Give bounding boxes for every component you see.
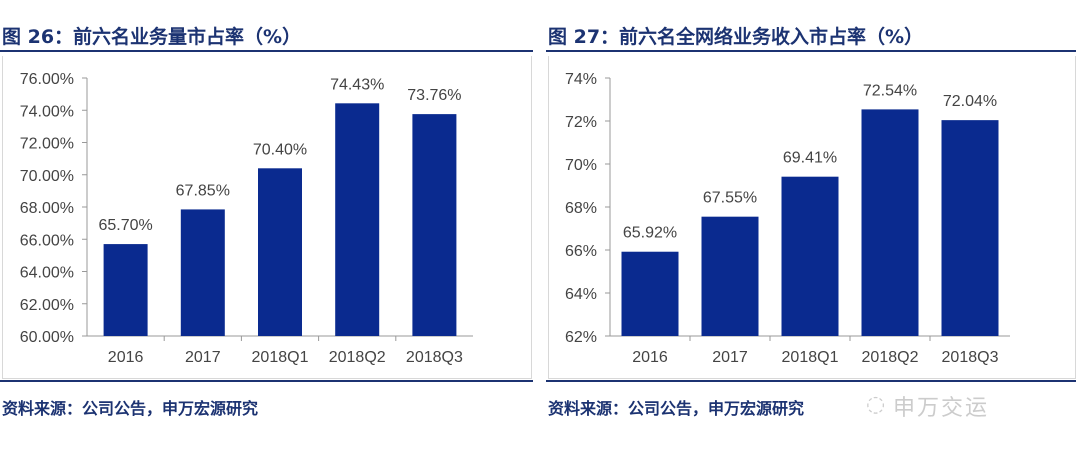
chart-frame-left — [2, 56, 532, 379]
chart-title-right: 图 27：前六名全网络业务收入市占率（%） — [548, 26, 924, 48]
wechat-icon: ◌ — [866, 392, 886, 417]
y-tick-label: 70% — [565, 157, 597, 174]
y-tick-label: 66% — [565, 243, 597, 260]
y-tick-label: 74% — [565, 71, 597, 88]
data-label: 67.85% — [176, 182, 230, 199]
chart-frame-right — [548, 56, 1076, 379]
bottom-rule-right — [546, 380, 1076, 382]
data-label: 65.92% — [623, 225, 677, 242]
y-tick-label: 60.00% — [20, 329, 74, 346]
x-tick-label: 2018Q2 — [862, 349, 919, 366]
y-tick-label: 72% — [565, 114, 597, 131]
y-tick-label: 72.00% — [20, 136, 74, 153]
x-tick-label: 2017 — [712, 349, 748, 366]
data-label: 67.55% — [703, 190, 757, 207]
source-right: 资料来源：公司公告，申万宏源研究 — [548, 399, 805, 418]
bar-2018Q3 — [941, 120, 999, 336]
data-label: 69.41% — [783, 150, 837, 167]
x-tick-label: 2018Q1 — [782, 349, 839, 366]
y-tick-label: 70.00% — [20, 168, 74, 185]
y-tick-label: 62% — [565, 329, 597, 346]
x-tick-label: 2018Q2 — [329, 349, 386, 366]
x-tick-label: 2016 — [632, 349, 668, 366]
source-left: 资料来源：公司公告，申万宏源研究 — [2, 399, 259, 418]
data-label: 74.43% — [330, 76, 384, 93]
chart-title-left: 图 26：前六名业务量市占率（%） — [2, 26, 302, 48]
y-tick-label: 64.00% — [20, 265, 74, 282]
y-tick-label: 64% — [565, 286, 597, 303]
watermark: 申万交运 — [893, 396, 990, 421]
x-tick-label: 2016 — [108, 349, 144, 366]
data-label: 73.76% — [407, 87, 461, 104]
y-tick-label: 62.00% — [20, 297, 74, 314]
bar-2018Q2 — [861, 109, 919, 336]
bar-2016 — [103, 244, 148, 336]
bar-2018Q3 — [412, 114, 457, 337]
x-tick-label: 2018Q1 — [252, 349, 309, 366]
bar-2018Q2 — [335, 103, 380, 336]
x-tick-label: 2018Q3 — [406, 349, 463, 366]
y-tick-label: 68.00% — [20, 200, 74, 217]
bar-2017 — [701, 216, 759, 336]
bar-2017 — [180, 209, 225, 336]
bar-2018Q1 — [781, 176, 839, 336]
bar-2016 — [621, 251, 679, 336]
title-rule-left — [0, 50, 533, 52]
data-label: 65.70% — [98, 217, 152, 234]
y-tick-label: 76.00% — [20, 71, 74, 88]
bar-2018Q1 — [258, 168, 302, 336]
y-tick-label: 74.00% — [20, 103, 74, 120]
bottom-rule-left — [0, 380, 533, 382]
y-tick-label: 68% — [565, 200, 597, 217]
data-label: 72.54% — [863, 82, 917, 99]
data-label: 72.04% — [943, 93, 997, 110]
title-rule-right — [546, 50, 1076, 52]
data-label: 70.40% — [253, 141, 307, 158]
x-tick-label: 2017 — [185, 349, 221, 366]
y-tick-label: 66.00% — [20, 232, 74, 249]
x-tick-label: 2018Q3 — [942, 349, 999, 366]
